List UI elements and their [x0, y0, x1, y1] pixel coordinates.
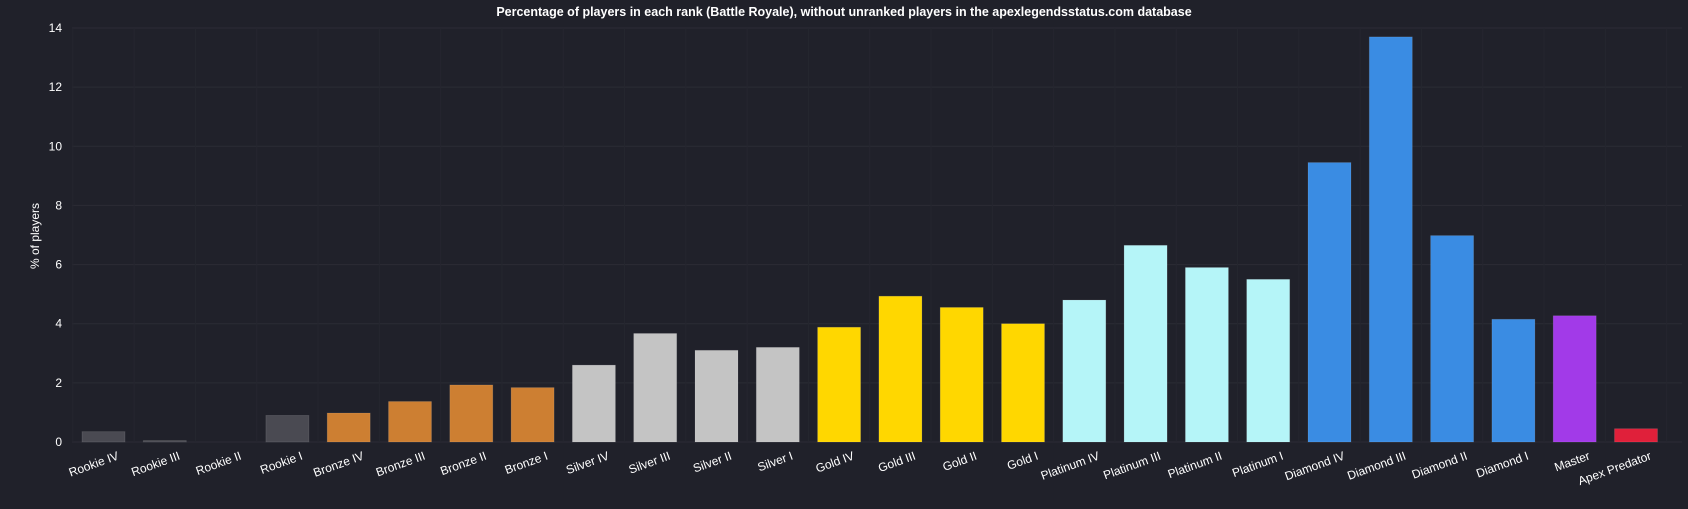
bar-silver-i [755, 346, 800, 443]
bar-gold-iii [878, 295, 923, 443]
bar-rookie-iii [142, 440, 187, 443]
chart-title: Percentage of players in each rank (Batt… [496, 5, 1191, 19]
bar-platinum-iv [1062, 299, 1107, 443]
bar-rookie-iv [81, 431, 126, 443]
bar-platinum-i [1246, 278, 1291, 443]
bar-master [1552, 315, 1597, 443]
bar-silver-iv [572, 364, 616, 443]
bar-bronze-iv [326, 412, 371, 443]
bar-bronze-iii [388, 401, 432, 443]
bar-diamond-ii [1430, 235, 1474, 443]
bar-apex-predator [1614, 428, 1658, 443]
bar-gold-iv [817, 326, 861, 443]
y-tick-label: 4 [55, 317, 62, 331]
bar-rookie-i [265, 414, 310, 443]
bar-diamond-iv [1307, 162, 1352, 443]
y-tick-label: 0 [55, 435, 62, 449]
bar-silver-ii [694, 349, 739, 443]
y-tick-label: 6 [55, 258, 62, 272]
y-tick-label: 8 [55, 198, 62, 212]
y-tick-label: 2 [55, 376, 62, 390]
bar-gold-i [1001, 323, 1045, 443]
bar-platinum-ii [1185, 267, 1229, 443]
bar-bronze-ii [449, 384, 494, 443]
bar-diamond-iii [1368, 36, 1413, 443]
y-axis-ticks: 0 2 4 6 8 10 12 14 [49, 21, 63, 449]
y-tick-label: 12 [49, 80, 63, 94]
y-tick-label: 14 [49, 21, 63, 35]
bars [81, 36, 1658, 443]
bar-silver-iii [633, 333, 678, 443]
grid-lines [72, 27, 1682, 443]
y-axis-label: % of players [28, 203, 42, 269]
y-tick-label: 10 [49, 139, 63, 153]
bar-bronze-i [510, 387, 555, 443]
bar-diamond-i [1491, 318, 1536, 443]
bar-gold-ii [939, 307, 984, 443]
bar-platinum-iii [1123, 244, 1168, 443]
